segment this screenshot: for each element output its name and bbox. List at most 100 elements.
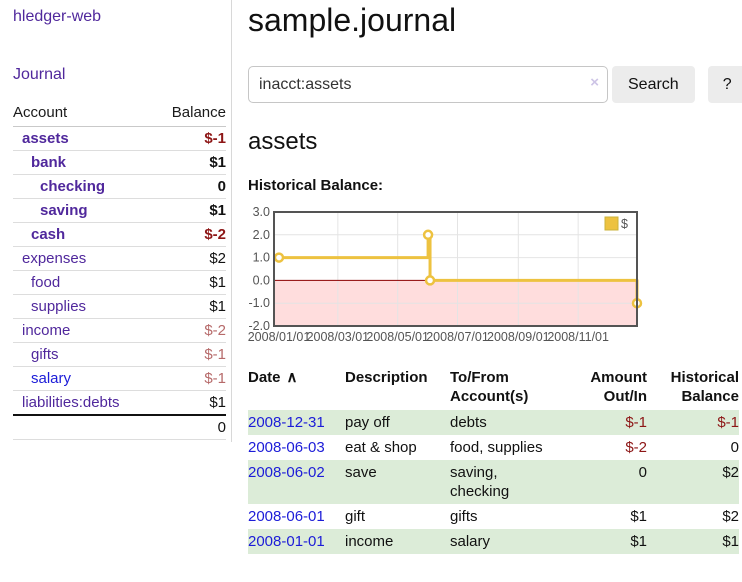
account-name-cell: checking — [13, 174, 155, 199]
accounts-total-value: 0 — [154, 414, 226, 440]
svg-text:2008/03/01: 2008/03/01 — [307, 330, 370, 344]
svg-text:-2.0: -2.0 — [248, 319, 270, 333]
sidebar-account-link-expenses[interactable]: expenses — [22, 250, 87, 267]
account-balance-cell: $1 — [154, 294, 226, 319]
account-row: food $1 — [13, 270, 226, 295]
accounts-cell: salary — [450, 533, 491, 550]
balance-cell: $2 — [722, 508, 739, 525]
sidebar-account-link-gifts[interactable]: gifts — [31, 346, 59, 363]
transaction-date-link[interactable]: 2008-12-31 — [248, 414, 325, 431]
date-cell: 2008-06-02 — [248, 460, 345, 504]
sidebar-account-link-checking[interactable]: checking — [40, 178, 106, 195]
account-heading: assets — [248, 128, 318, 155]
account-name-cell: income — [13, 318, 155, 343]
sidebar-account-link-saving[interactable]: saving — [40, 202, 88, 219]
account-row: liabilities:debts $1 — [13, 391, 226, 416]
transaction-row: 2008-06-03 eat & shop food, supplies $-2 0 — [248, 435, 739, 460]
date-cell: 2008-01-01 — [248, 529, 345, 554]
account-name-cell: cash — [13, 222, 155, 247]
account-row: bank $1 — [13, 150, 226, 175]
account-row: saving $1 — [13, 198, 226, 223]
sidebar-account-link-cash[interactable]: cash — [31, 226, 66, 243]
accounts-cell: gifts — [450, 508, 478, 525]
svg-text:1.0: 1.0 — [253, 251, 270, 265]
account-name-cell: salary — [13, 366, 155, 391]
svg-text:0.0: 0.0 — [253, 273, 270, 287]
sidebar-account-link-salary[interactable]: salary — [31, 370, 72, 387]
transaction-row: 2008-06-01 gift gifts $1 $2 — [248, 504, 739, 529]
search-input-wrap: × — [248, 66, 608, 103]
transaction-date-link[interactable]: 2008-06-02 — [248, 464, 325, 481]
register-header-date[interactable]: Date ∧ — [248, 369, 298, 386]
historical-balance-chart: $3.0 2.0 1.0 0.0 -1.0 -2.02008/01/012008/03/0… — [248, 205, 643, 344]
account-name-cell: expenses — [13, 246, 155, 271]
accounts-total-spacer — [13, 414, 155, 440]
account-name-cell: food — [13, 270, 155, 295]
balance-cell: $1 — [722, 533, 739, 550]
transaction-row: 2008-12-31 pay off debts $-1 $-1 — [248, 410, 739, 435]
search-input[interactable] — [248, 66, 608, 103]
description-cell: income — [345, 533, 394, 550]
account-row: cash $-2 — [13, 222, 226, 247]
sidebar-account-link-food[interactable]: food — [31, 274, 61, 291]
amount-cell: $1 — [630, 533, 647, 550]
account-row: checking 0 — [13, 174, 226, 199]
description-cell: gift — [345, 508, 366, 525]
svg-text:-1.0: -1.0 — [248, 296, 270, 310]
search-button[interactable]: Search — [612, 66, 695, 103]
description-cell: pay off — [345, 414, 390, 431]
date-cell: 2008-06-03 — [248, 435, 345, 460]
sidebar-account-link-supplies[interactable]: supplies — [31, 298, 87, 315]
register-header-to-from-account-s-: To/From Account(s) — [450, 369, 529, 405]
date-cell: 2008-12-31 — [248, 410, 345, 435]
svg-text:3.0: 3.0 — [253, 205, 270, 219]
register-header-amount-out-in: Amount Out/In — [590, 369, 647, 405]
account-name-cell: bank — [13, 150, 155, 175]
account-balance-cell: $1 — [154, 270, 226, 295]
help-button[interactable]: ? — [707, 66, 742, 103]
amount-cell: 0 — [638, 464, 647, 481]
register-header-historical-balance: Historical Balance — [670, 369, 739, 405]
account-balance-cell: $1 — [209, 394, 226, 411]
app-title-link[interactable]: hledger-web — [13, 8, 102, 25]
sidebar: hledger-web Journal Account Balance asse… — [0, 0, 232, 442]
app-root: hledger-web Journal Account Balance asse… — [0, 0, 742, 554]
transaction-date-link[interactable]: 2008-06-03 — [248, 439, 325, 456]
account-row: salary $-1 — [13, 366, 226, 391]
account-balance-cell: $1 — [154, 198, 226, 223]
account-name-cell: assets — [13, 126, 155, 151]
main-content: sample.journal × Search ? assets Histori… — [232, 0, 742, 554]
accounts-total-row: 0 — [13, 414, 226, 440]
search-form: × Search ? — [248, 66, 742, 103]
sidebar-account-link-bank[interactable]: bank — [31, 154, 67, 171]
clear-search-icon[interactable]: × — [590, 74, 599, 91]
account-balance-cell: $-2 — [154, 222, 226, 247]
transaction-date-link[interactable]: 2008-01-01 — [248, 533, 325, 550]
account-name-cell: liabilities:debts — [13, 391, 154, 416]
account-balance-cell: 0 — [154, 174, 226, 199]
description-cell: save — [345, 464, 377, 481]
svg-text:2008/01/01: 2008/01/01 — [248, 330, 311, 344]
page-title: sample.journal — [248, 2, 457, 38]
sidebar-account-link-assets[interactable]: assets — [22, 130, 69, 147]
svg-text:$: $ — [621, 217, 628, 231]
account-row: assets $-1 — [13, 126, 226, 151]
sidebar-account-link-liabilities-debts[interactable]: liabilities:debts — [22, 394, 120, 411]
accounts-balance-table: Account Balance assets $-1 bank $1 checking 0… — [13, 102, 226, 440]
account-name-cell: saving — [13, 198, 155, 223]
account-row: expenses $2 — [13, 246, 226, 271]
description-cell: eat & shop — [345, 439, 417, 456]
account-balance-cell: $1 — [154, 150, 226, 175]
account-row: supplies $1 — [13, 294, 226, 319]
transaction-date-link[interactable]: 2008-06-01 — [248, 508, 325, 525]
account-name-cell: gifts — [13, 342, 155, 367]
sidebar-item-journal[interactable]: Journal — [13, 66, 66, 83]
sidebar-account-link-income[interactable]: income — [22, 322, 71, 339]
account-balance-cell: $-1 — [154, 342, 226, 367]
register-table: Date ∧ Description To/From Account(s) Amount… — [248, 366, 739, 554]
sort-ascending-icon: ∧ — [286, 369, 298, 386]
register-header-description: Description — [345, 369, 428, 386]
account-balance-cell: $2 — [154, 246, 226, 271]
account-row: income $-2 — [13, 318, 226, 343]
svg-text:2008/05/01: 2008/05/01 — [366, 330, 429, 344]
